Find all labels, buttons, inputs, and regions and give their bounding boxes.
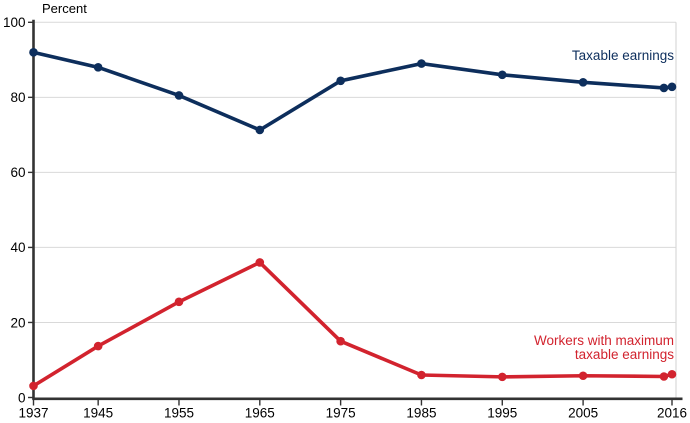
data-point-marker <box>336 336 345 346</box>
data-point-marker <box>659 372 669 381</box>
y-tick-label: 40 <box>10 240 25 255</box>
series-line <box>33 50 673 133</box>
data-point-marker <box>667 369 677 379</box>
series-group <box>29 48 677 391</box>
x-tick-label: 1945 <box>83 406 113 421</box>
data-point-marker <box>417 370 426 380</box>
x-tick-label: 2016 <box>657 406 687 421</box>
y-axis-title: Percent <box>42 1 87 16</box>
gridlines-group <box>33 21 677 398</box>
data-point-marker <box>578 371 588 381</box>
series-label-workers-with-maximum: taxable earnings <box>575 347 674 362</box>
y-tick-label: 100 <box>3 15 26 30</box>
x-tick-label: 1975 <box>326 406 356 421</box>
data-point-marker <box>336 76 345 86</box>
data-point-marker <box>497 70 507 80</box>
data-point-marker <box>29 381 38 391</box>
x-tick-label: 1937 <box>18 406 48 421</box>
x-axis-group: 1937 1945 1955 1965 1975 1985 1995 2005 2016 <box>18 397 687 421</box>
series-annotations-group: Taxable earnings Workers with maximumtaxa… <box>534 48 674 362</box>
data-point-marker <box>497 372 507 382</box>
data-point-marker <box>255 125 265 135</box>
series-line <box>32 260 673 388</box>
y-tick-label: 60 <box>10 165 25 180</box>
data-point-marker <box>667 82 677 92</box>
data-point-marker <box>255 258 265 267</box>
y-tick-label: 20 <box>10 315 25 330</box>
x-tick-label: 1995 <box>487 406 517 421</box>
y-tick-label: 0 <box>18 390 26 405</box>
data-point-marker <box>174 91 184 100</box>
y-axis-group: 0 20 40 60 80 100 <box>3 15 35 405</box>
x-tick-label: 1955 <box>164 406 194 421</box>
data-point-marker <box>578 78 588 87</box>
series-label-workers-with-maximum: Workers with maximum <box>534 333 674 348</box>
x-tick-label: 1965 <box>245 406 275 421</box>
x-tick-label: 1985 <box>406 406 436 421</box>
series-taxable-earnings <box>29 48 677 135</box>
x-tick-label: 2005 <box>568 406 598 421</box>
data-point-marker <box>29 48 38 57</box>
data-point-marker <box>93 341 103 351</box>
y-tick-label: 80 <box>10 90 25 105</box>
data-point-marker <box>659 83 669 93</box>
data-point-marker <box>417 59 426 68</box>
data-point-marker <box>93 63 103 72</box>
data-point-marker <box>174 297 184 307</box>
series-workers-with-maximum <box>29 258 677 391</box>
series-label-taxable-earnings: Taxable earnings <box>572 48 674 63</box>
